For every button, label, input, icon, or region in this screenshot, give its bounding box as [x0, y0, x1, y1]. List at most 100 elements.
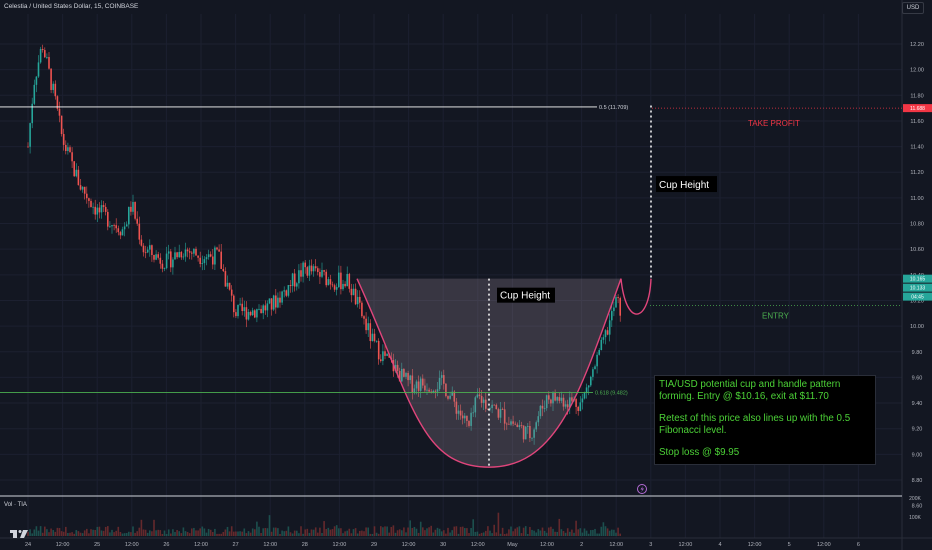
candle-body	[510, 421, 512, 425]
candle-body	[98, 207, 101, 213]
cup-fill	[357, 278, 621, 468]
volume-bar	[508, 529, 510, 536]
volume-bar	[604, 526, 607, 536]
volume-bar	[438, 528, 441, 536]
volume-bar	[123, 533, 126, 536]
candle-body	[35, 76, 38, 85]
volume-bar	[428, 527, 430, 536]
volume-bar	[170, 533, 172, 536]
volume-bar	[75, 530, 78, 536]
volume-bar	[503, 533, 506, 536]
candle-body	[115, 225, 117, 229]
candle-body	[348, 273, 351, 289]
time-tick-label: 12:00	[263, 542, 277, 548]
volume-bar	[606, 528, 609, 536]
fib-0618-label: 0.618 (9.482)	[595, 391, 628, 397]
volume-bar	[453, 526, 456, 536]
candle-body	[537, 416, 540, 423]
candle-body	[155, 254, 157, 260]
cup-height-projection-label: Cup Height	[659, 180, 709, 191]
candle-body	[71, 152, 73, 162]
candle-body	[562, 397, 565, 407]
price-tick-label: 8.80	[912, 478, 923, 484]
candle-body	[550, 399, 552, 404]
candle-body	[506, 423, 508, 425]
candle-body	[340, 272, 342, 290]
candle-body	[111, 224, 113, 227]
candle-body	[182, 256, 185, 258]
volume-bar	[46, 529, 48, 536]
volume-bar	[191, 528, 193, 536]
volume-bar	[251, 528, 254, 536]
candle-body	[203, 259, 206, 264]
currency-button[interactable]: USD	[902, 2, 924, 14]
volume-bar	[600, 526, 603, 536]
volume-bar	[249, 532, 252, 536]
volume-bar	[558, 518, 561, 536]
candle-body	[302, 262, 304, 277]
candle-body	[287, 285, 290, 296]
time-tick-label: 30	[440, 542, 446, 548]
volume-bar	[262, 528, 264, 536]
candle-body	[443, 375, 445, 384]
volume-bar	[287, 526, 290, 536]
candle-body	[495, 404, 498, 410]
candle-body	[29, 123, 31, 147]
candle-body	[247, 311, 250, 320]
volume-bar	[296, 530, 298, 536]
time-tick-label: 2	[580, 542, 583, 548]
candle-body	[260, 308, 262, 314]
candle-body	[304, 262, 306, 268]
candle-body	[172, 259, 174, 268]
candle-body	[121, 229, 124, 236]
candle-body	[167, 251, 170, 254]
candle-body	[369, 323, 372, 342]
volume-bar	[491, 533, 493, 536]
volume-bar	[548, 527, 550, 536]
volume-bar	[275, 527, 277, 536]
candle-body	[535, 422, 537, 430]
candle-body	[138, 223, 141, 240]
candle-body	[237, 304, 239, 317]
candle-body	[455, 401, 458, 414]
volume-bar	[392, 525, 395, 536]
candle-body	[354, 288, 357, 305]
volume-bar	[176, 530, 178, 536]
candle-body	[159, 257, 162, 264]
candle-body	[31, 103, 33, 124]
candle-body	[606, 330, 609, 335]
cup-height-label-bg	[497, 287, 555, 303]
candle-body	[598, 350, 600, 355]
volume-bar	[398, 529, 401, 536]
price-badge-text: 11.688	[910, 106, 925, 112]
candle-body	[90, 200, 92, 208]
candle-body	[491, 404, 493, 409]
event-marker-icon	[637, 484, 647, 494]
volume-bar	[62, 531, 65, 536]
volume-bar	[212, 532, 214, 536]
volume-bar	[562, 531, 565, 536]
volume-bar	[235, 531, 237, 536]
time-tick-label: 24	[25, 542, 31, 548]
volume-bar	[50, 528, 52, 536]
volume-bar	[348, 528, 351, 536]
price-badge-text: 10.133	[910, 286, 926, 292]
volume-bar	[254, 529, 256, 536]
volume-bar	[390, 526, 393, 536]
candle-body	[235, 312, 237, 317]
candle-body	[293, 273, 296, 287]
candle-body	[228, 282, 231, 290]
volume-bar	[577, 529, 579, 536]
candle-body	[157, 254, 159, 258]
candle-body	[52, 83, 54, 90]
volume-bar	[283, 531, 285, 536]
candle-body	[602, 337, 605, 340]
volume-bar	[506, 533, 508, 536]
volume-bar	[149, 530, 151, 536]
volume-bar	[88, 533, 90, 536]
volume-bar	[466, 528, 468, 536]
candle-body	[470, 412, 472, 426]
candle-body	[375, 340, 378, 342]
volume-bar	[241, 531, 243, 536]
